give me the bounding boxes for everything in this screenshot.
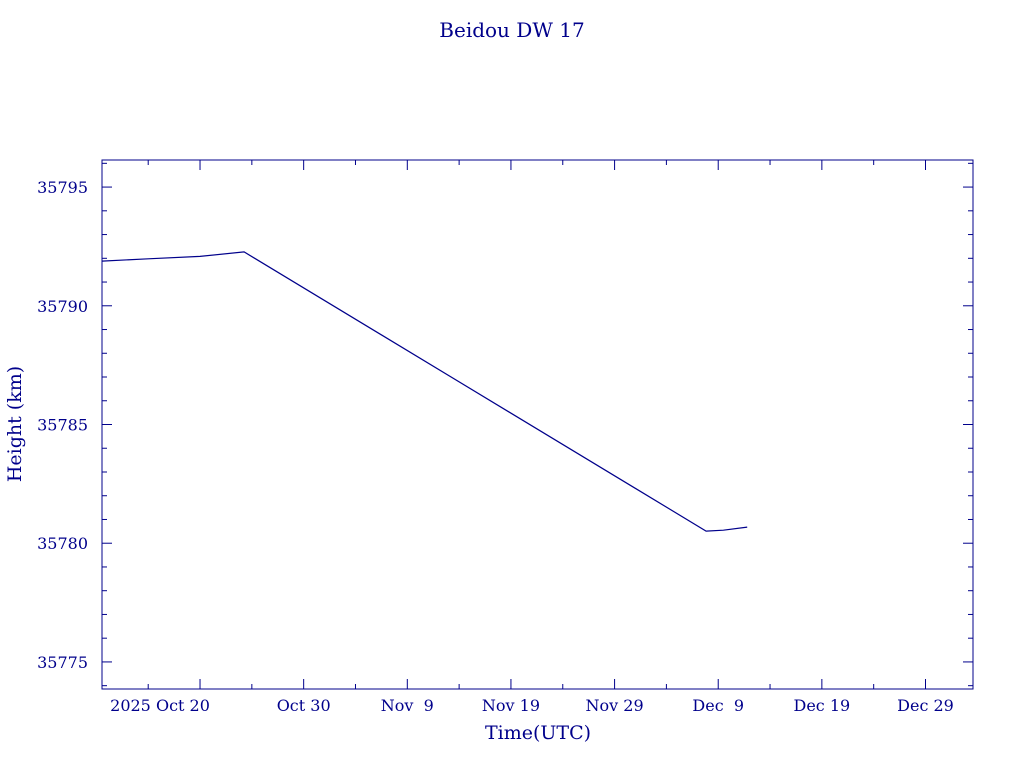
series-line xyxy=(101,251,748,532)
x-tick-label: Dec 29 xyxy=(897,696,954,715)
x-tick-label: Oct 30 xyxy=(277,696,331,715)
x-tick-label: Dec 9 xyxy=(692,696,744,715)
x-tick-labels: 2025 Oct 20 Oct 30 Nov 9 Nov 19 Nov 29 Dec 9 D… xyxy=(110,696,954,715)
x-tick-label: Nov 9 xyxy=(381,696,434,715)
x-tick-label: Dec 19 xyxy=(794,696,851,715)
y-tick-label: 35775 xyxy=(37,653,88,672)
y-tick-label: 35780 xyxy=(37,534,88,553)
chart-title: Beidou DW 17 xyxy=(439,18,584,42)
y-axis-label: Height (km) xyxy=(4,366,26,482)
x-tick-label: Nov 19 xyxy=(482,696,540,715)
x-axis-label: Time(UTC) xyxy=(485,722,591,744)
axis-ticks xyxy=(102,160,973,689)
x-tick-label: Nov 29 xyxy=(586,696,644,715)
x-tick-label: 2025 Oct 20 xyxy=(110,696,210,715)
plot-frame xyxy=(101,159,974,690)
y-tick-label: 35795 xyxy=(37,178,88,197)
y-tick-labels: 35775 35780 35785 35790 35795 xyxy=(37,178,88,672)
y-tick-label: 35785 xyxy=(37,416,88,435)
y-tick-label: 35790 xyxy=(37,297,88,316)
